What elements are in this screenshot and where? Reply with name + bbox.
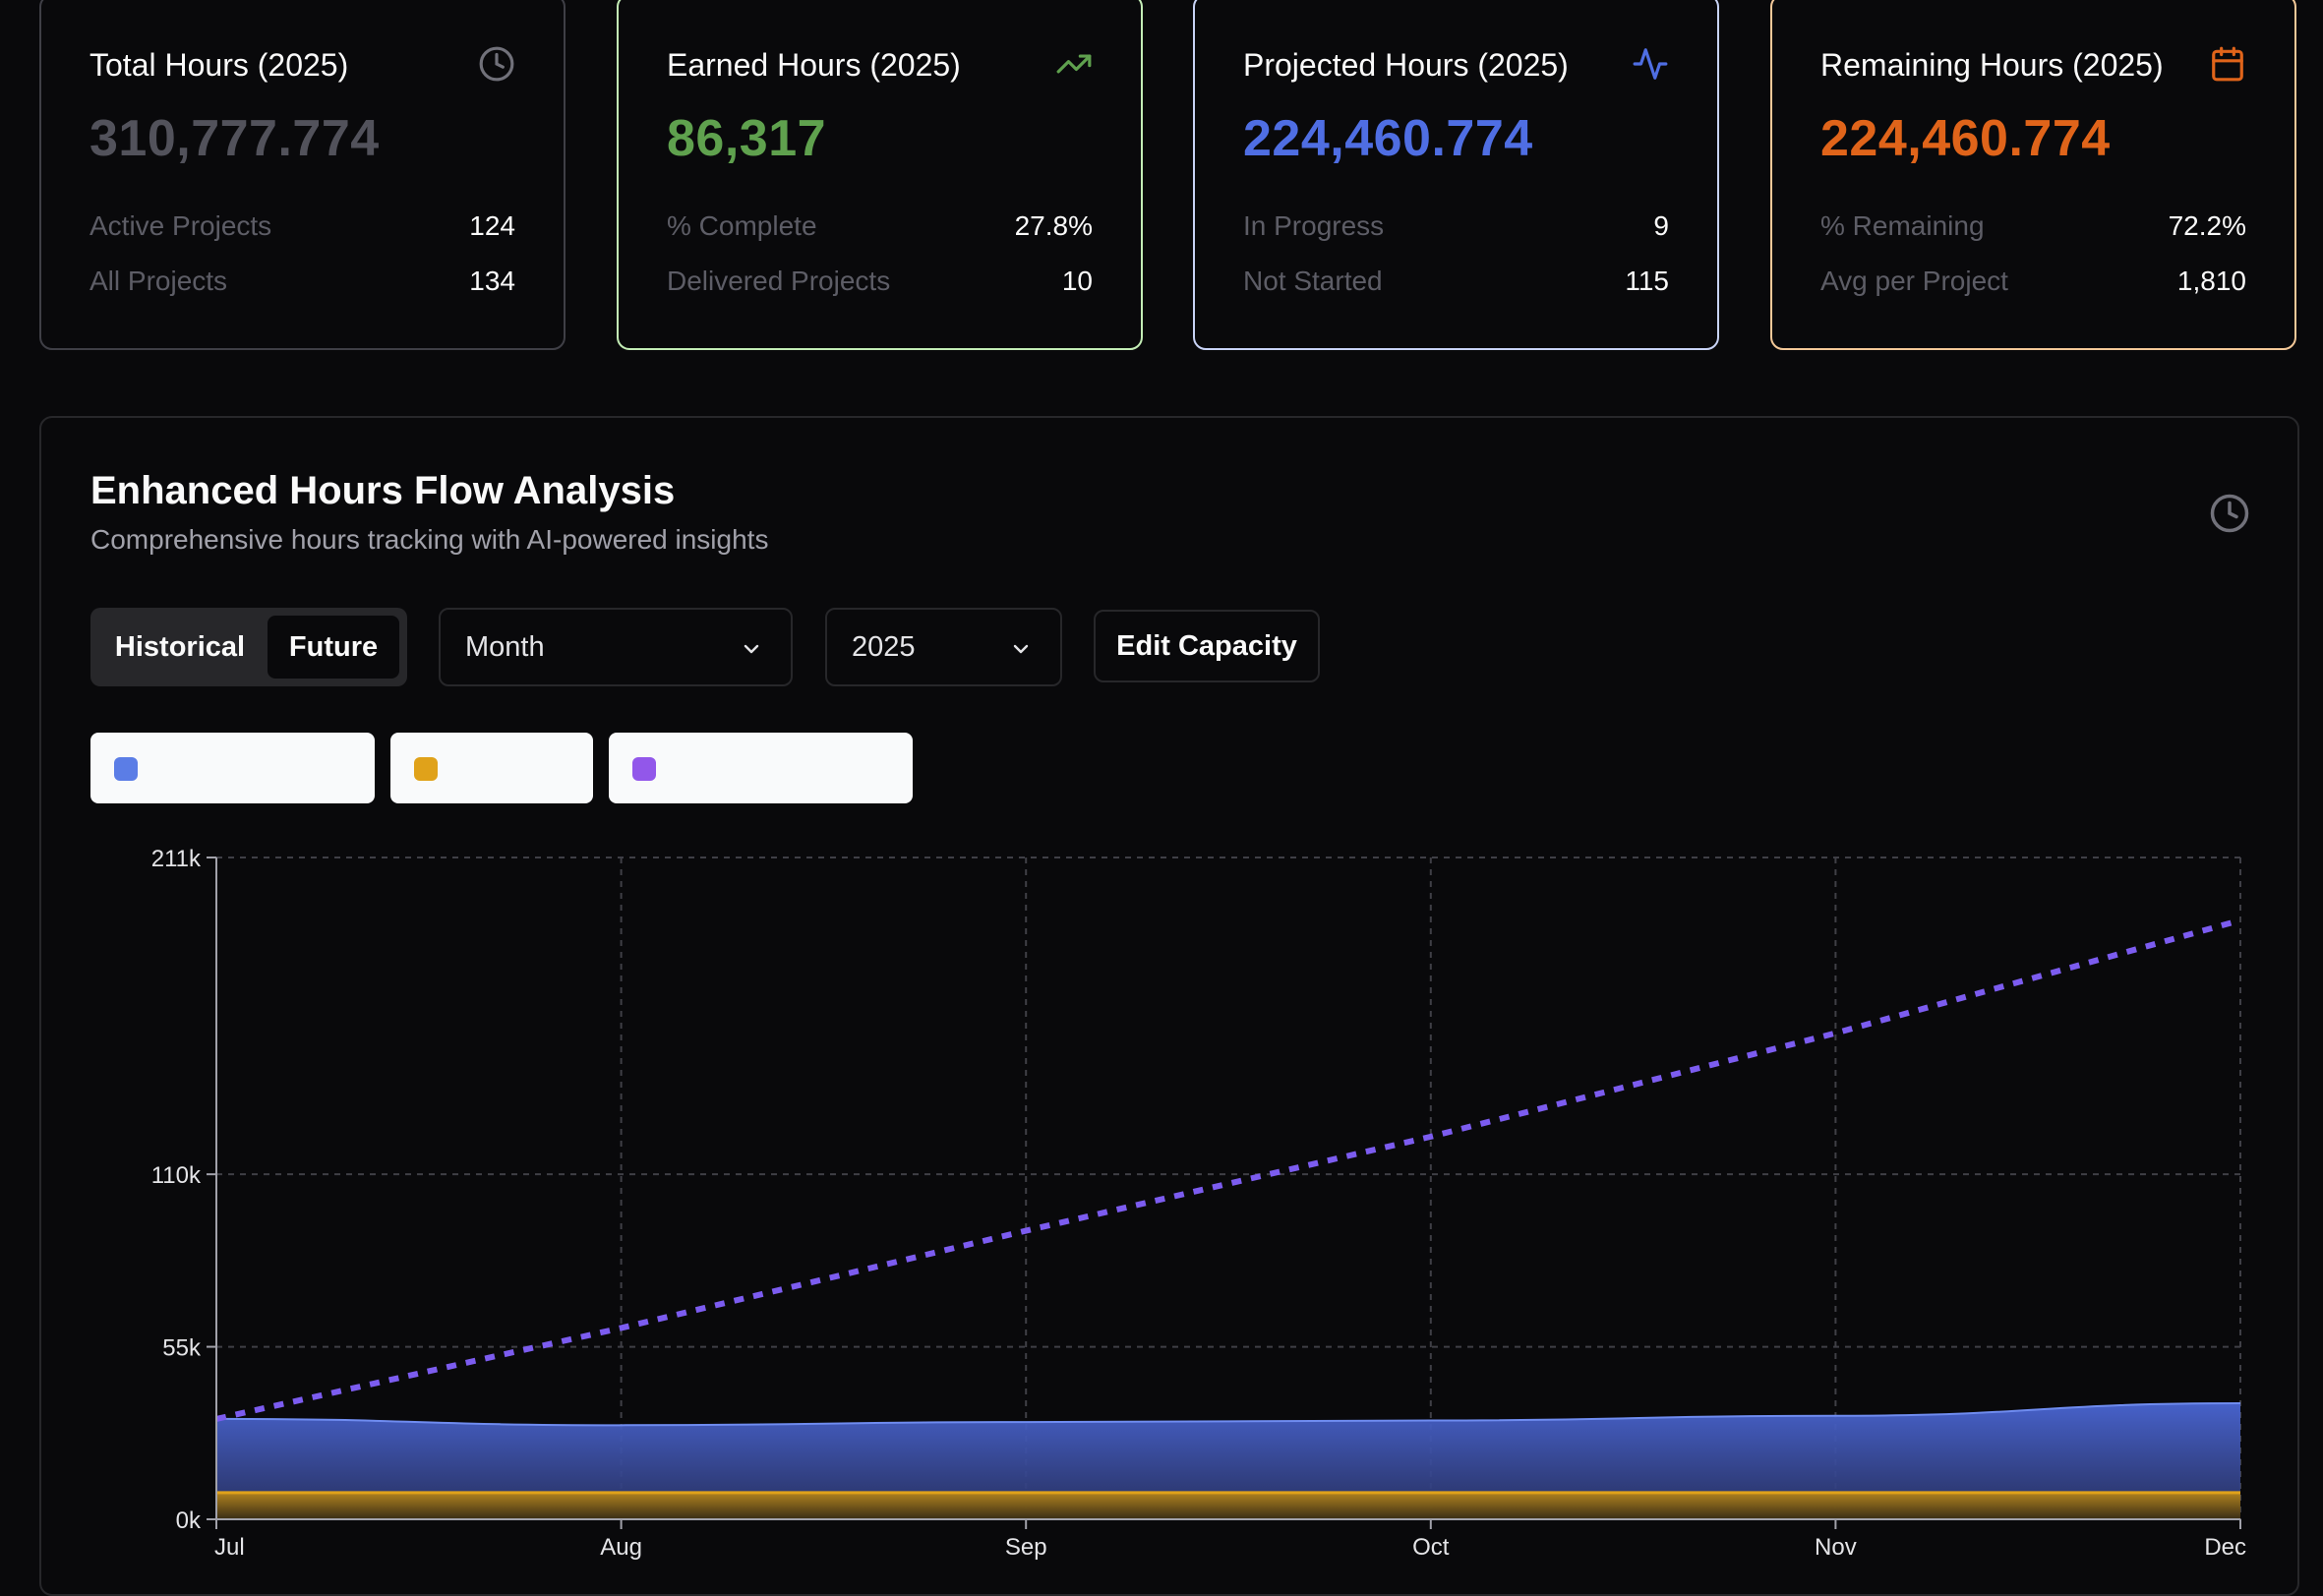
legend-item[interactable]	[90, 733, 375, 803]
card-projected-hours: Projected Hours (2025) 224,460.774 In Pr…	[1193, 0, 1719, 350]
y-tick-label: 55k	[162, 1335, 202, 1362]
row-value: 72.2%	[2168, 210, 2246, 241]
card-total-hours: Total Hours (2025) 310,777.774 Active Pr…	[39, 0, 566, 350]
x-tick-label: Jul	[214, 1534, 245, 1561]
row-value: 124	[469, 210, 515, 241]
x-tick-label: Sep	[1005, 1534, 1047, 1561]
panel-title: Enhanced Hours Flow Analysis	[90, 469, 676, 512]
row-label: In Progress	[1243, 210, 1385, 241]
y-tick-label: 211k	[151, 846, 202, 872]
card-earned-hours: Earned Hours (2025) 86,317 % Complete 27.…	[617, 0, 1143, 350]
legend-swatch	[114, 757, 138, 781]
future-tab[interactable]: Future	[268, 616, 399, 679]
series-line-blue	[215, 1401, 2241, 1427]
x-tick-label: Oct	[1412, 1534, 1450, 1561]
legend-swatch	[632, 757, 656, 781]
card-remaining-hours: Remaining Hours (2025) 224,460.774 % Rem…	[1770, 0, 2296, 350]
clock-icon	[479, 46, 514, 82]
view-toggle: Historical Future	[90, 608, 407, 686]
trending-up-icon	[1056, 54, 1092, 74]
card-title: Earned Hours (2025)	[667, 47, 961, 83]
row-label: All Projects	[89, 266, 228, 296]
x-tick-label: Nov	[1815, 1534, 1857, 1561]
card-value: 224,460.774	[1820, 110, 2111, 167]
row-label: % Complete	[667, 210, 817, 241]
card-value: 310,777.774	[89, 110, 380, 167]
legend-item[interactable]	[609, 733, 913, 803]
card-title: Projected Hours (2025)	[1243, 47, 1569, 83]
historical-tab[interactable]: Historical	[114, 631, 246, 663]
year-select[interactable]: 2025	[825, 608, 1062, 686]
chevron-down-icon	[744, 644, 759, 654]
row-value: 115	[1625, 266, 1669, 296]
series-area-blue	[216, 1402, 2240, 1519]
hours-flow-panel: Enhanced Hours Flow Analysis Comprehensi…	[39, 416, 2299, 1596]
row-label: % Remaining	[1820, 210, 1985, 241]
x-tick-label: Dec	[2204, 1534, 2246, 1561]
card-value: 224,460.774	[1243, 110, 1533, 167]
row-value: 1,810	[2176, 266, 2246, 296]
panel-subtitle: Comprehensive hours tracking with AI-pow…	[90, 524, 769, 555]
card-value: 86,317	[667, 110, 827, 167]
row-value: 9	[1653, 210, 1669, 241]
y-tick-label: 110k	[151, 1162, 202, 1189]
card-title: Total Hours (2025)	[89, 47, 349, 83]
row-label: Avg per Project	[1820, 266, 2008, 296]
period-select[interactable]: Month	[439, 608, 793, 686]
activity-icon	[1633, 48, 1668, 80]
row-label: Active Projects	[89, 210, 272, 241]
calendar-icon	[2212, 46, 2243, 82]
series-line-purple	[215, 916, 2241, 1422]
row-value: 134	[469, 266, 515, 296]
series-area-gold	[216, 1492, 2240, 1519]
legend-swatch	[414, 757, 438, 781]
row-label: Not Started	[1243, 266, 1383, 296]
row-value: 27.8%	[1014, 210, 1093, 241]
x-tick-label: Aug	[600, 1534, 642, 1561]
year-select-value: 2025	[852, 631, 916, 663]
chevron-down-icon	[1013, 644, 1029, 654]
row-value: 10	[1061, 266, 1093, 296]
legend-item[interactable]	[390, 733, 593, 803]
y-tick-label: 0k	[176, 1507, 202, 1534]
period-select-value: Month	[465, 631, 545, 663]
clock-icon	[2210, 494, 2249, 533]
row-label: Delivered Projects	[667, 266, 891, 296]
card-title: Remaining Hours (2025)	[1820, 47, 2164, 83]
edit-capacity-button[interactable]: Edit Capacity	[1094, 610, 1320, 682]
